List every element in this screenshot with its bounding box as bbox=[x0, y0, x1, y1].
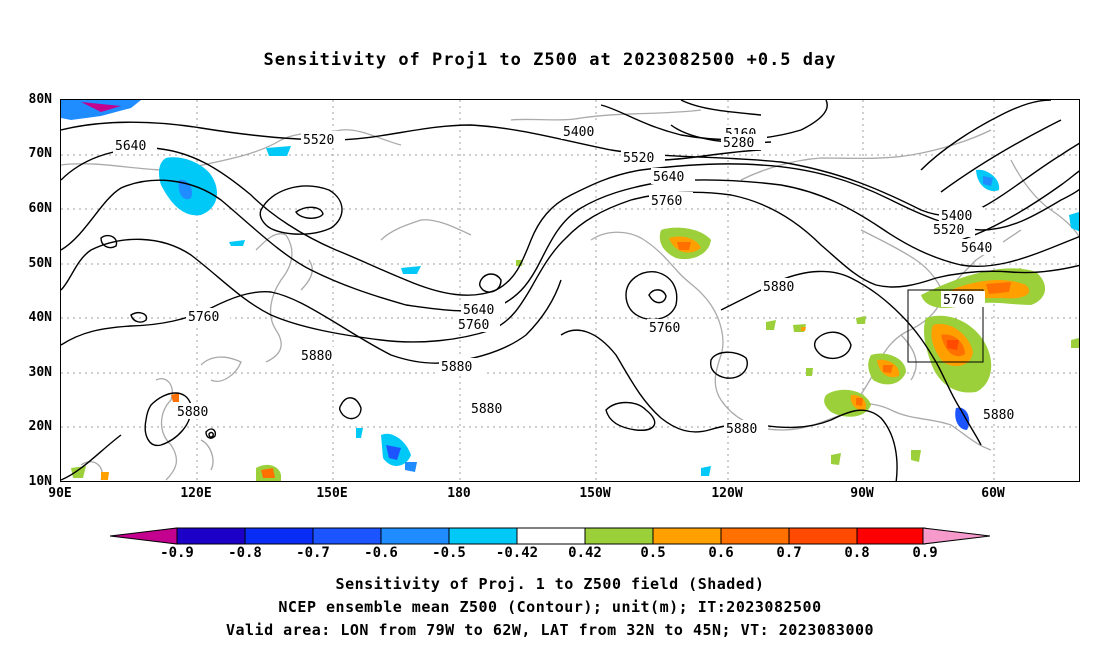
lon-label-60w: 60W bbox=[981, 486, 1005, 501]
colorbar-label: -0.42 bbox=[495, 545, 539, 561]
colorbar-label: -0.7 bbox=[296, 545, 330, 561]
map-title: Sensitivity of Proj1 to Z500 at 20230825… bbox=[263, 50, 837, 70]
colorbar-label: 0.5 bbox=[640, 545, 666, 561]
valid-area-box bbox=[907, 289, 984, 363]
contour-label: 5760 bbox=[943, 293, 974, 308]
contour-label: 5880 bbox=[726, 422, 757, 437]
lon-label-120e: 120E bbox=[180, 486, 212, 501]
colorbar-segment bbox=[652, 527, 722, 545]
lat-label-40n: 40N bbox=[28, 310, 52, 325]
colorbar-label: -0.6 bbox=[364, 545, 398, 561]
caption-line-3: Valid area: LON from 79W to 62W, LAT fro… bbox=[225, 621, 875, 639]
colorbar-segment bbox=[856, 527, 926, 545]
lat-label-10n: 10N bbox=[28, 474, 52, 489]
lon-label-180: 180 bbox=[447, 486, 471, 501]
lat-label-30n: 30N bbox=[28, 365, 52, 380]
contour-label: 5760 bbox=[649, 321, 680, 336]
contour-label: 5520 bbox=[303, 133, 334, 148]
contour-label: 5640 bbox=[463, 303, 494, 318]
colorbar-label: -0.5 bbox=[432, 545, 466, 561]
contour-label: 5280 bbox=[723, 136, 754, 151]
contour-label: 5520 bbox=[623, 151, 654, 166]
contour-labels: 5640 5520 5400 5160 5280 5520 5640 5760 … bbox=[113, 123, 1025, 437]
colorbar-label: 0.9 bbox=[912, 545, 938, 561]
colorbar-segment bbox=[380, 527, 450, 545]
lon-label-150w: 150W bbox=[579, 486, 611, 501]
contour-label: 5520 bbox=[933, 223, 964, 238]
colorbar-label: 0.8 bbox=[844, 545, 870, 561]
colorbar-left-arrow bbox=[110, 527, 178, 545]
caption-line-1: Sensitivity of Proj. 1 to Z500 field (Sh… bbox=[335, 575, 765, 593]
contour-label: 5640 bbox=[115, 139, 146, 154]
caption-line-2: NCEP ensemble mean Z500 (Contour); unit(… bbox=[278, 598, 822, 616]
colorbar-segment bbox=[244, 527, 314, 545]
sensitivity-shading bbox=[61, 100, 1079, 481]
colorbar bbox=[110, 527, 990, 545]
contour-label: 5880 bbox=[177, 405, 208, 420]
colorbar-label: 0.42 bbox=[568, 545, 602, 561]
contour-label: 5760 bbox=[458, 318, 489, 333]
lat-label-20n: 20N bbox=[28, 419, 52, 434]
colorbar-label: -0.8 bbox=[228, 545, 262, 561]
contour-label: 5880 bbox=[471, 402, 502, 417]
lat-label-70n: 70N bbox=[28, 146, 52, 161]
lon-label-120w: 120W bbox=[711, 486, 743, 501]
colorbar-segment bbox=[788, 527, 858, 545]
colorbar-segment bbox=[448, 527, 518, 545]
colorbar-segment bbox=[312, 527, 382, 545]
contour-label: 5760 bbox=[188, 310, 219, 325]
lat-label-60n: 60N bbox=[28, 201, 52, 216]
colorbar-segment bbox=[720, 527, 790, 545]
lon-label-90w: 90W bbox=[850, 486, 874, 501]
lon-label-150e: 150E bbox=[316, 486, 348, 501]
colorbar-segment bbox=[516, 527, 586, 545]
colorbar-segment bbox=[584, 527, 654, 545]
colorbar-segment bbox=[176, 527, 246, 545]
lat-label-50n: 50N bbox=[28, 256, 52, 271]
lon-label-90e: 90E bbox=[48, 486, 72, 501]
z500-contours bbox=[61, 100, 1079, 481]
colorbar-label: -0.9 bbox=[160, 545, 194, 561]
contour-label: 5760 bbox=[651, 194, 682, 209]
colorbar-label: 0.6 bbox=[708, 545, 734, 561]
map-panel: 5640 5520 5400 5160 5280 5520 5640 5760 … bbox=[60, 99, 1080, 482]
contour-label: 5880 bbox=[441, 360, 472, 375]
contour-label: 5880 bbox=[301, 349, 332, 364]
colorbar-right-arrow bbox=[922, 527, 990, 545]
colorbar-label: 0.7 bbox=[776, 545, 802, 561]
lat-label-80n: 80N bbox=[28, 92, 52, 107]
map-canvas: 5640 5520 5400 5160 5280 5520 5640 5760 … bbox=[61, 100, 1079, 481]
contour-label: 5400 bbox=[563, 125, 594, 140]
contour-label: 5880 bbox=[983, 408, 1014, 423]
contour-label: 5640 bbox=[653, 170, 684, 185]
graticule bbox=[61, 100, 1079, 481]
colorbar-segments bbox=[176, 527, 926, 545]
contour-label: 5640 bbox=[961, 241, 992, 256]
contour-label: 5880 bbox=[763, 280, 794, 295]
contour-label: 5400 bbox=[941, 209, 972, 224]
